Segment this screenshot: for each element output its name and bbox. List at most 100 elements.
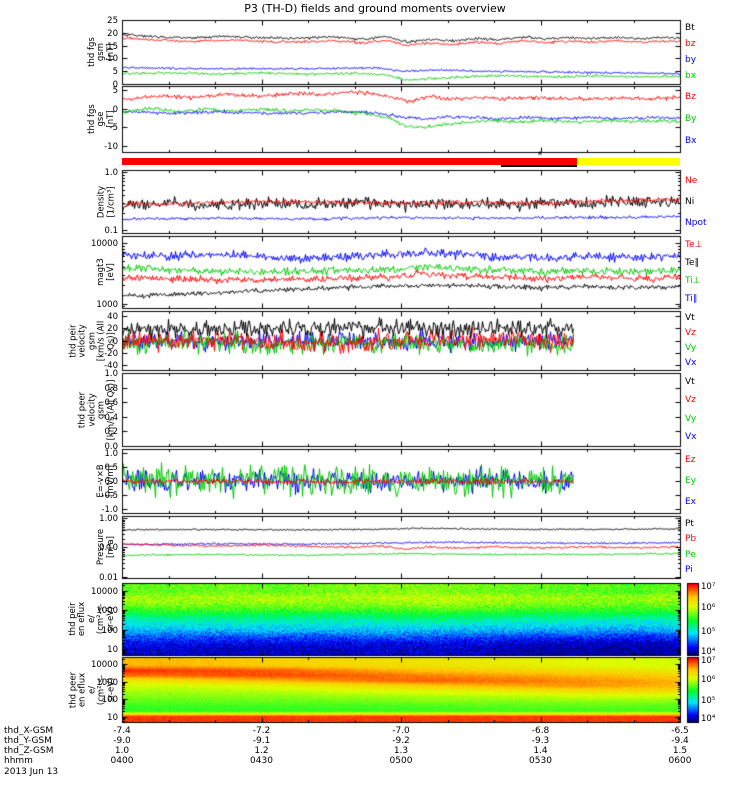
- axis-row-value-1-0: -9.0: [113, 736, 131, 746]
- axis-row-value-2-4: 1.5: [672, 746, 688, 756]
- axis-row-value-1-2: -9.2: [392, 736, 410, 746]
- efield-ytick-1: 0.5: [104, 462, 118, 473]
- axis-row-value-3-1: 0430: [250, 756, 273, 766]
- peir_velocity-ytick-4: -40: [104, 360, 118, 371]
- axis-row-value-1-4: -9.4: [671, 736, 689, 746]
- magt3-legend-1: Te∥: [685, 258, 700, 268]
- peer_eflux-ytick-0: 10000: [90, 659, 118, 670]
- magt3-axis-title: magt3 [eV]: [96, 258, 116, 286]
- fgs_gse-legend-0: Bz: [685, 92, 696, 102]
- axis-row-value-3-4: 0600: [668, 756, 692, 766]
- peir_eflux-cbar-tick-2: 10⁵: [701, 627, 716, 637]
- axis-row-value-3-3: 0530: [529, 756, 552, 766]
- date-label: 2013 Jun 13: [4, 767, 59, 777]
- peer_velocity-ytick-3: 0.4: [104, 412, 118, 423]
- fgs_gsm-ytick-5: 0: [112, 79, 118, 90]
- pressure-legend-1: Pb: [685, 534, 697, 545]
- fgs_gse-legend-2: Bx: [685, 136, 697, 146]
- density-axis-title: Density [1/cm³]: [96, 185, 116, 218]
- peir_eflux-cbar-tick-3: 10⁴: [701, 647, 716, 657]
- pressure-legend-2: Pe: [685, 549, 696, 560]
- magt3-legend-0: Te⊥: [685, 240, 703, 250]
- axis-row-value-2-0: 1.0: [114, 746, 130, 756]
- fgs_gse-legend-1: By: [685, 114, 697, 124]
- peer_eflux-ytick-1: 1000: [96, 677, 118, 688]
- axis-row-value-3-0: 0400: [110, 756, 134, 766]
- flag-bar-segment-1: [576, 158, 680, 165]
- peer_velocity-ytick-5: 0.0: [104, 441, 118, 452]
- efield-axis-title: E=-v×B [mV/m]: [96, 464, 116, 498]
- peir_velocity-ytick-3: -20: [104, 348, 118, 359]
- flag-bar-segment-0: [122, 158, 577, 165]
- pressure-ytick-2: 0.01: [99, 572, 118, 583]
- peer_velocity-axis-title: thd peer velocity gsm [km/s (All Qs)]: [77, 379, 116, 440]
- pressure-legend-3: Pi: [685, 565, 693, 576]
- axis-row-value-1-1: -9.1: [252, 736, 271, 746]
- fgs_gsm-axis-title: thd fgs gsm [nT]: [86, 37, 116, 67]
- fgs_gsm-legend-1: bz: [685, 39, 696, 49]
- pressure-axis-title: Pressure [nPa]: [96, 528, 116, 566]
- axis-row-value-0-1: -7.2: [252, 726, 271, 736]
- axis-row-value-0-4: -6.5: [671, 726, 689, 736]
- flag-bar-under-segment-0: [501, 165, 577, 167]
- fgs_gsm-ytick-2: 15: [107, 41, 118, 52]
- peer_velocity-legend-1: Vz: [685, 395, 696, 406]
- axis-row-label-0: thd_X-GSM: [4, 726, 54, 736]
- fgs_gsm-ytick-3: 10: [107, 53, 118, 64]
- peir_velocity-legend-1: Vz: [685, 328, 696, 339]
- flag-bar-marker: *: [537, 150, 543, 161]
- density-legend-0: Ne: [685, 175, 698, 186]
- peir_velocity-ytick-0: 40: [107, 311, 118, 322]
- peer_eflux-cbar-tick-3: 10⁴: [701, 714, 716, 724]
- axis-row-value-1-3: -9.3: [531, 736, 550, 746]
- fgs_gse-ytick-0: 5: [112, 85, 118, 96]
- efield-ytick-4: -1.0: [101, 504, 118, 515]
- axis-row-label-3: hhmm: [4, 756, 33, 766]
- fgs_gse-ytick-1: 0: [112, 104, 118, 115]
- efield-legend-2: Ex: [685, 497, 697, 508]
- peer_eflux-axis-title: thd peer en eflux e/(cm²-s-sr-eV): [67, 671, 116, 708]
- axis-row-value-0-2: -7.0: [392, 726, 410, 736]
- peir_velocity-axis-title: thd peir velocity gsm [km/s (All Qs)]: [67, 320, 116, 361]
- peer_velocity-ytick-1: 0.8: [104, 383, 118, 394]
- peer_eflux-ytick-2: 100: [101, 694, 118, 705]
- fgs_gsm-legend-0: Bt: [685, 23, 695, 33]
- fgs_gse-axis-title: thd fgs gse [nT]: [86, 104, 116, 134]
- peir_eflux-cbar-tick-1: 10⁶: [701, 603, 716, 613]
- peir_eflux-ytick-3: 10: [107, 644, 118, 655]
- peir_velocity-legend-3: Vx: [685, 357, 697, 368]
- magt3-ytick-1: 1000: [96, 299, 118, 310]
- magt3-legend-3: Ti∥: [685, 294, 698, 304]
- fgs_gse-ytick-2: -5: [109, 122, 118, 133]
- peir_velocity-ytick-2: 0: [112, 336, 118, 347]
- fgs_gsm-ytick-4: 5: [112, 66, 118, 77]
- efield-legend-0: Ez: [685, 454, 696, 465]
- axis-row-value-2-3: 1.4: [533, 746, 548, 756]
- peir_eflux-axis-title: thd peir en eflux e/(cm²-s-sr-eV): [67, 601, 116, 637]
- axis-row-value-3-2: 0500: [389, 756, 413, 766]
- axis-row-value-2-1: 1.2: [254, 746, 269, 756]
- peer_eflux-cbar-tick-2: 10⁵: [701, 696, 716, 707]
- axis-row-value-0-0: -7.4: [113, 726, 131, 736]
- fgs_gse-ytick-3: -10: [104, 141, 118, 152]
- axis-row-value-0-3: -6.8: [531, 726, 550, 736]
- peir_eflux-cbar-tick-0: 10⁷: [701, 582, 716, 592]
- peir_eflux-ytick-0: 10000: [90, 586, 118, 597]
- fgs_gsm-legend-3: bx: [685, 71, 697, 81]
- magt3-ytick-0: 10000: [90, 238, 118, 249]
- peer_velocity-legend-3: Vx: [685, 431, 697, 442]
- efield-ytick-0: 1.0: [104, 448, 118, 459]
- pressure-ytick-1: 0.10: [99, 542, 118, 553]
- density-legend-1: Ni: [685, 196, 695, 207]
- peer_eflux-ytick-3: 10: [107, 712, 118, 723]
- peir_eflux-ytick-1: 1000: [96, 605, 118, 616]
- efield-ytick-2: 0.0: [104, 476, 118, 487]
- peir_velocity-legend-2: Vy: [685, 342, 697, 353]
- axis-row-value-2-2: 1.3: [393, 746, 409, 756]
- peer_velocity-legend-0: Vt: [685, 377, 695, 388]
- density-legend-2: Npot: [685, 217, 707, 228]
- pressure-ytick-0: 1.00: [99, 513, 118, 524]
- efield-ytick-3: -0.5: [101, 490, 118, 501]
- efield-legend-1: Ey: [685, 476, 697, 486]
